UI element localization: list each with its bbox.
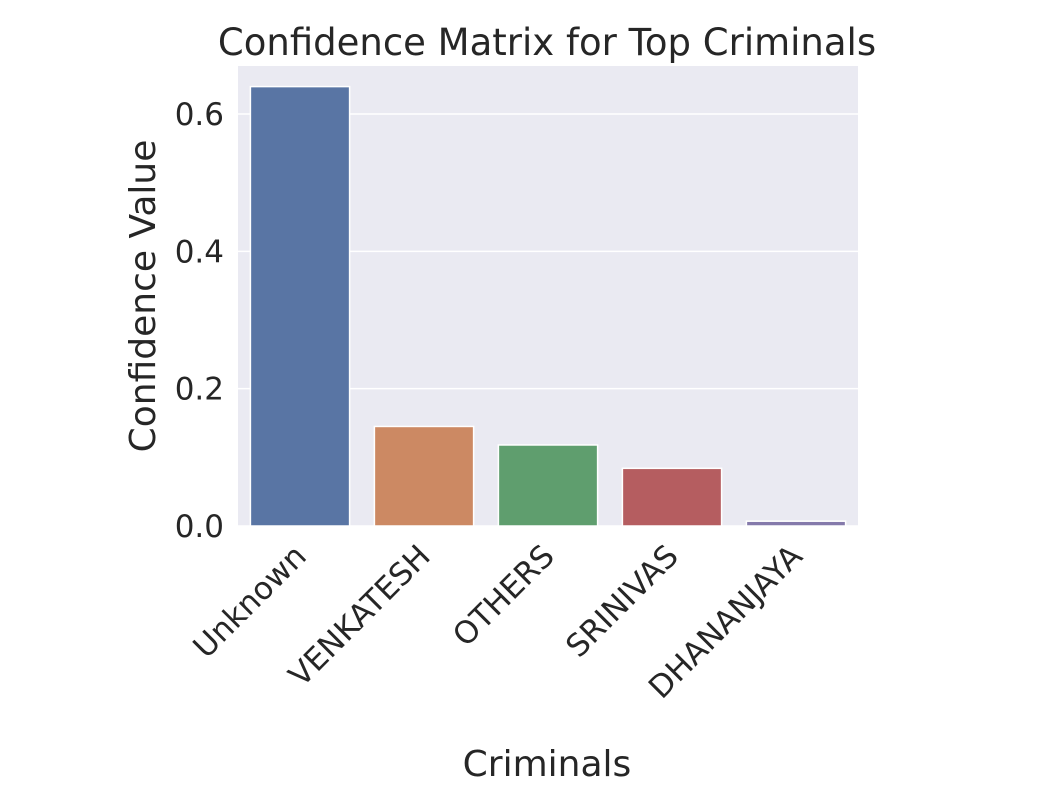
bar-unknown [249,85,351,527]
chart-title: Confidence Matrix for Top Criminals [218,21,876,64]
y-tick-label: 0.6 [175,97,224,133]
bar-srinivas [621,467,723,527]
bar-venkatesh [373,425,475,527]
bar-dhananjaya [745,520,847,527]
x-tick-label: SRINIVAS [559,538,685,664]
bar-others [497,444,599,527]
bars [249,85,847,527]
y-axis-label: Confidence Value [123,140,164,453]
y-tick-label: 0.0 [175,509,224,545]
x-tick-label: OTHERS [446,538,562,654]
y-tick-label: 0.4 [175,234,224,270]
y-tick-label: 0.2 [175,372,224,408]
y-axis-ticks: 0.0 0.2 0.4 0.6 [175,97,224,545]
x-tick-label: Unknown [186,538,313,665]
x-axis-label: Criminals [463,744,632,785]
